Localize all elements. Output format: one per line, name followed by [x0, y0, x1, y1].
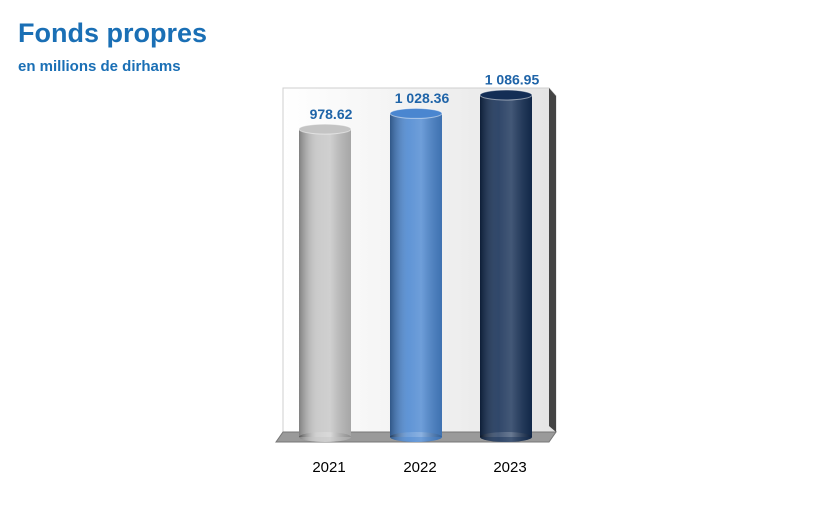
cylinder-shade: [480, 95, 532, 437]
wall-edge: [549, 88, 556, 432]
chart-subtitle: en millions de dirhams: [18, 58, 181, 75]
cylinder-bottom-shade: [480, 432, 532, 442]
value-label: 1 028.36: [395, 90, 450, 106]
value-label: 1 086.95: [485, 72, 540, 88]
value-label: 978.62: [310, 106, 353, 122]
cylinder-bottom-shade: [299, 432, 351, 442]
cylinder-top: [479, 89, 533, 101]
chart-title: Fonds propres: [18, 18, 207, 48]
cylinder-top: [389, 107, 443, 119]
cylinder-shade: [390, 113, 442, 437]
x-tick-label: 2023: [493, 459, 526, 476]
cylinder-shade: [299, 129, 351, 438]
cylinder-top: [298, 123, 352, 135]
cylinder-bottom-shade: [390, 432, 442, 442]
x-tick-label: 2021: [312, 459, 345, 476]
x-tick-label: 2022: [403, 459, 436, 476]
